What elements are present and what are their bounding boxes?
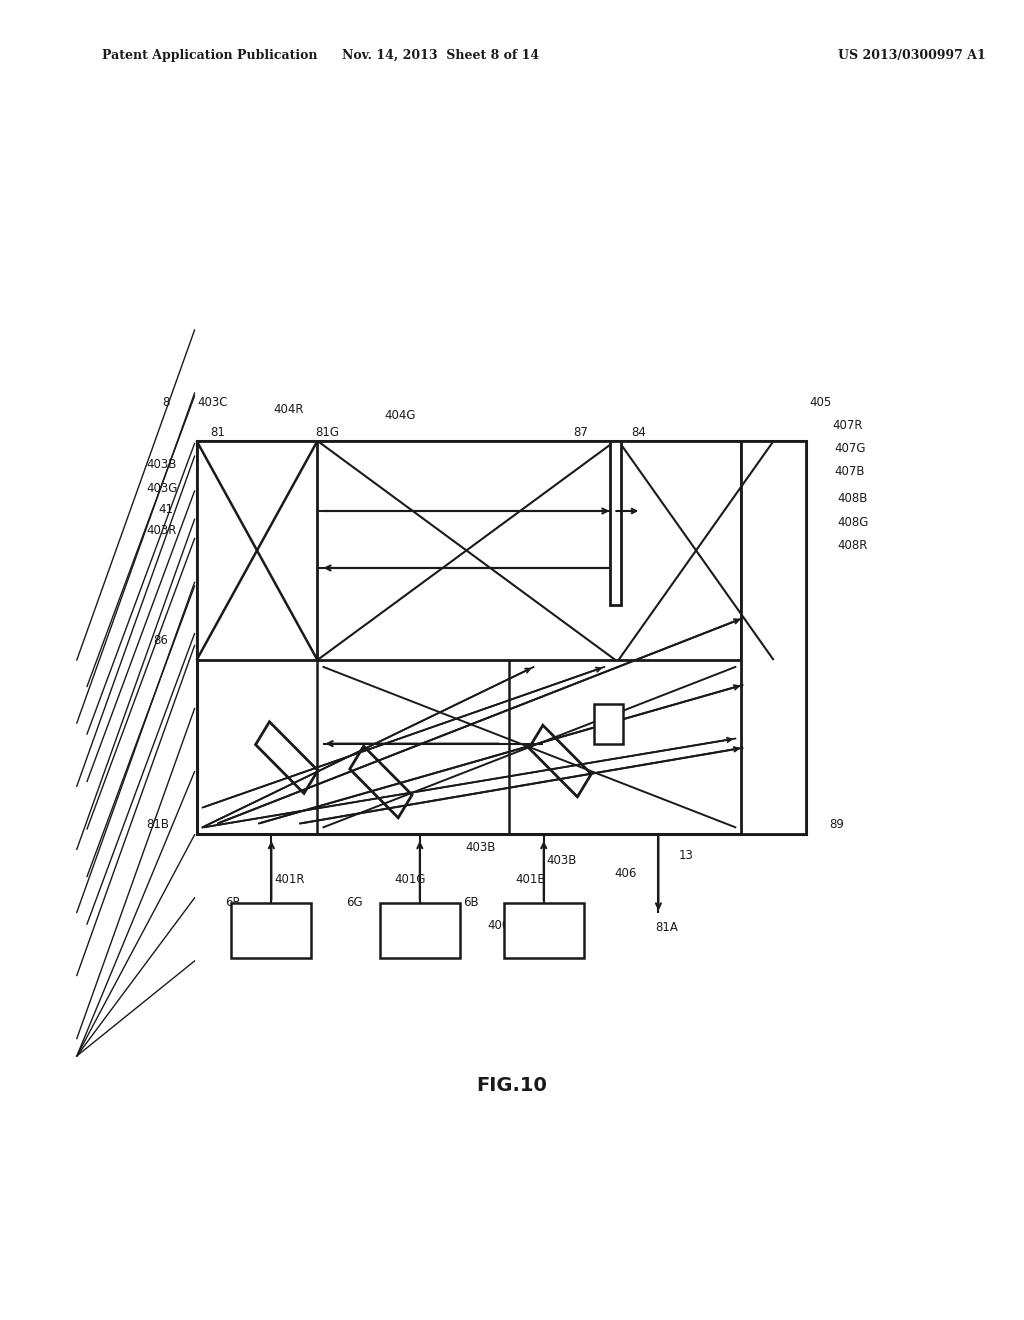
Bar	[741, 441, 806, 834]
Bar	[610, 441, 621, 605]
Text: 408B: 408B	[838, 492, 868, 506]
Text: 86: 86	[154, 634, 169, 647]
Text: 405: 405	[809, 396, 831, 409]
Text: 407G: 407G	[835, 442, 866, 455]
Bar	[197, 441, 806, 834]
Text: 403B: 403B	[146, 458, 177, 471]
Text: 81A: 81A	[655, 921, 678, 935]
Text: 84: 84	[631, 426, 646, 440]
Text: 81B: 81B	[146, 818, 169, 832]
Text: FIG.10: FIG.10	[476, 1076, 548, 1094]
Text: Patent Application Publication: Patent Application Publication	[102, 49, 317, 62]
Text: 87: 87	[573, 426, 589, 440]
Bar	[197, 441, 741, 660]
Text: 6R: 6R	[225, 896, 241, 909]
Text: 81: 81	[210, 426, 225, 440]
Text: 13: 13	[679, 849, 694, 862]
Text: 403G: 403G	[146, 482, 178, 495]
Text: 407B: 407B	[835, 465, 865, 478]
Text: 408R: 408R	[838, 539, 868, 552]
Text: 401G: 401G	[394, 873, 426, 886]
Text: 407R: 407R	[833, 418, 863, 432]
Text: 403R: 403R	[146, 524, 177, 537]
Text: 8: 8	[162, 396, 169, 409]
Text: Nov. 14, 2013  Sheet 8 of 14: Nov. 14, 2013 Sheet 8 of 14	[342, 49, 539, 62]
Bar	[594, 704, 623, 743]
Text: 6B: 6B	[463, 896, 478, 909]
Text: 403B: 403B	[465, 841, 496, 854]
Text: 6G: 6G	[346, 896, 362, 909]
Bar	[504, 903, 584, 958]
Text: 89: 89	[829, 818, 845, 832]
Text: 404R: 404R	[273, 403, 304, 416]
Text: 401R: 401R	[274, 873, 305, 886]
Bar	[231, 903, 311, 958]
Text: 400B: 400B	[487, 919, 518, 932]
Text: 41: 41	[159, 503, 174, 516]
Text: 403B: 403B	[547, 854, 578, 867]
Text: 400G: 400G	[381, 919, 413, 932]
Text: 403C: 403C	[198, 396, 228, 409]
Text: 404G: 404G	[384, 409, 416, 422]
Text: 406: 406	[614, 867, 637, 880]
Text: 401B: 401B	[515, 873, 546, 886]
Bar	[380, 903, 460, 958]
Text: 81G: 81G	[315, 426, 339, 440]
Text: 408G: 408G	[838, 516, 869, 529]
Text: US 2013/0300997 A1: US 2013/0300997 A1	[838, 49, 985, 62]
Text: 400R: 400R	[268, 919, 299, 932]
